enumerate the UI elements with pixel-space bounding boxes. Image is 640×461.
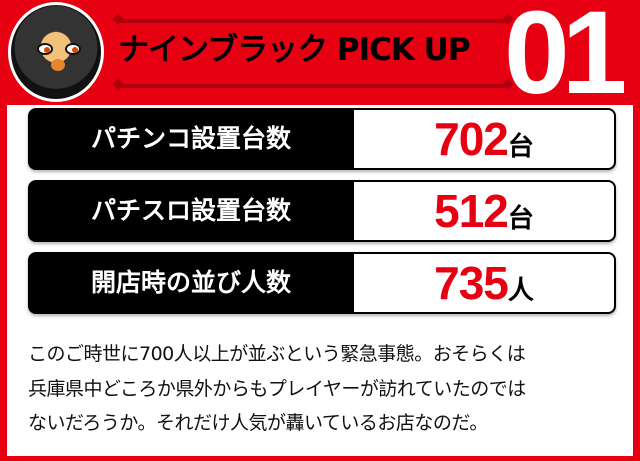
stat-label: 開店時の並び人数 [90, 268, 291, 297]
stat-row-pachinko: パチンコ設置台数 702台 [28, 108, 616, 170]
stat-value: 735 [434, 257, 509, 309]
stat-row-queue: 開店時の並び人数 735人 [28, 252, 616, 314]
stat-value: 702 [434, 113, 509, 165]
stat-unit: 台 [507, 132, 534, 162]
pickup-number: 01 [504, 0, 627, 119]
character-avatar-icon [8, 2, 104, 102]
stat-unit: 人 [507, 276, 534, 306]
stat-label: パチスロ設置台数 [90, 196, 291, 225]
description-line: ないだろうか。それだけ人気が轟いているお店なのだ。 [28, 412, 488, 434]
description: このご時世に700人以上が並ぶという緊急事態。おそらくは 兵庫県中どころか県外か… [28, 337, 618, 441]
description-line: 兵庫県中どころか県外からもプレイヤーが訪れていたのでは [28, 377, 526, 400]
header-title: ナインブラック PICK UP [118, 32, 471, 68]
stat-row-pachislot: パチスロ設置台数 512台 [28, 180, 616, 242]
stat-value-box: 702台 [354, 110, 614, 168]
nose-icon [51, 59, 65, 71]
stat-value-box: 512台 [354, 182, 614, 240]
description-line: このご時世に700人以上が並ぶという緊急事態。おそらくは [28, 343, 526, 365]
stat-label: パチンコ設置台数 [90, 124, 291, 153]
eye-icon [65, 43, 81, 55]
eye-icon [37, 43, 53, 55]
stat-unit: 台 [507, 204, 534, 234]
divider-top [118, 19, 508, 23]
stat-value: 512 [434, 185, 509, 237]
divider-bottom [118, 84, 508, 88]
stat-value-box: 735人 [354, 254, 614, 312]
